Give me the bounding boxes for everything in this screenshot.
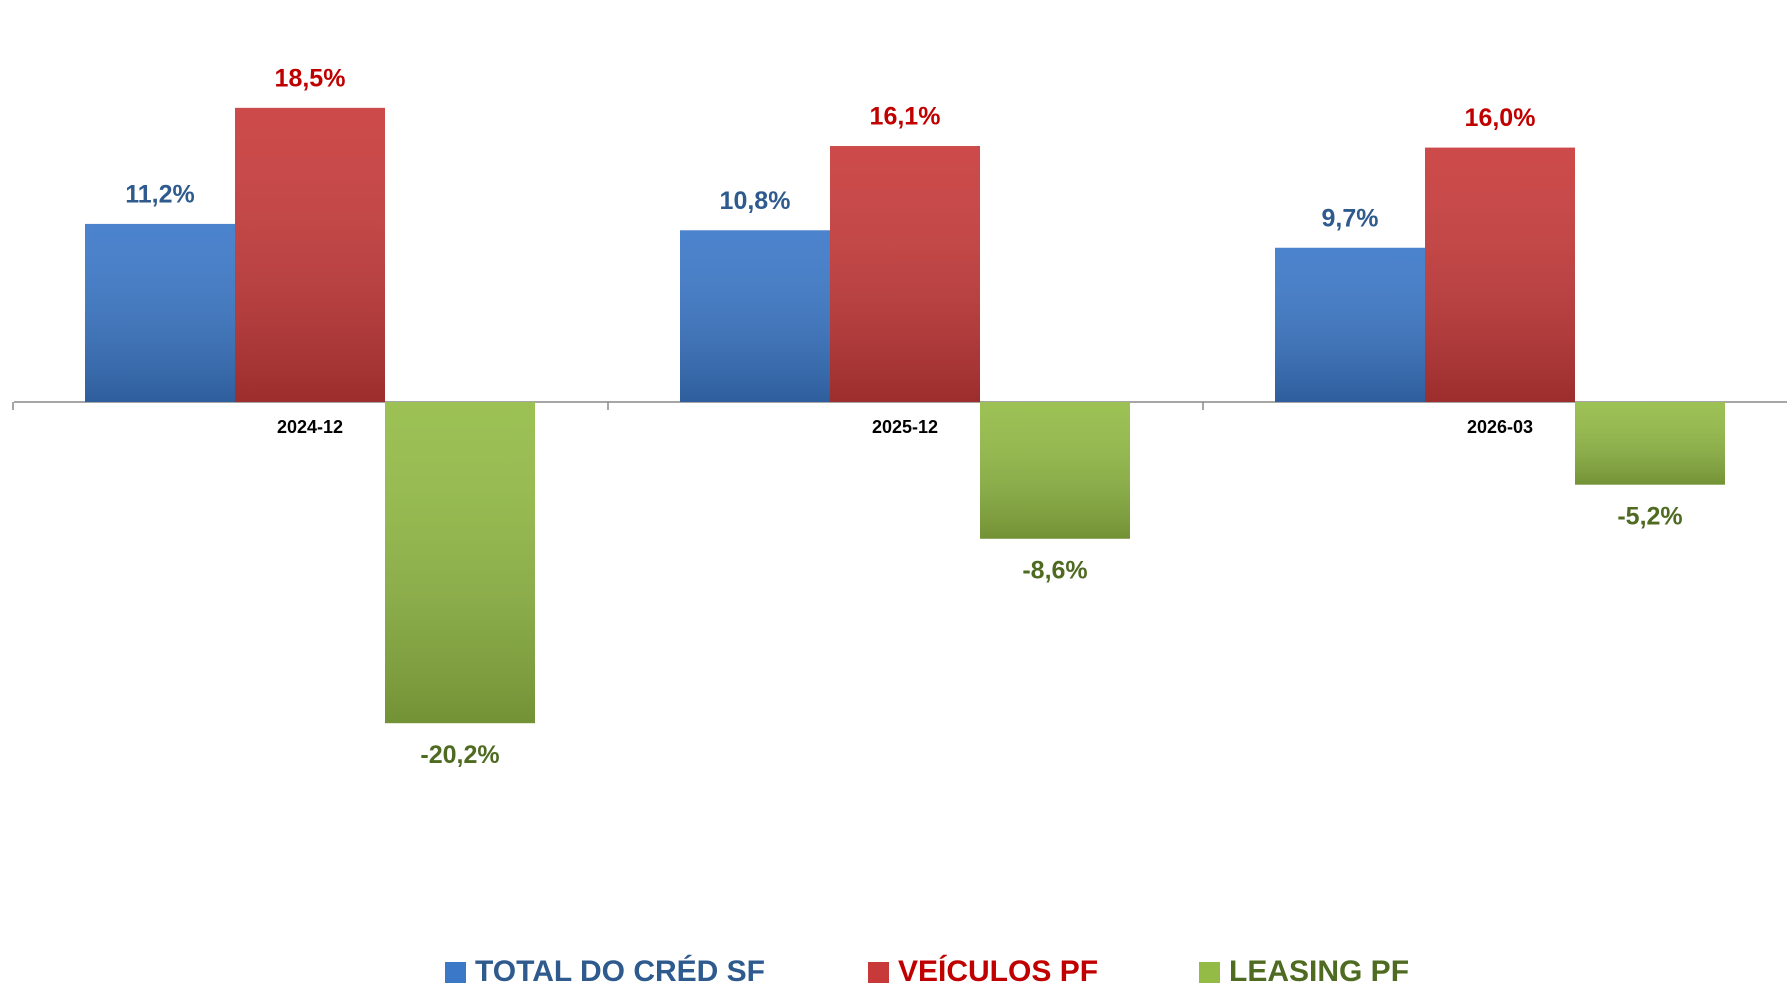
data-label: 10,8%	[720, 187, 791, 215]
data-label: -5,2%	[1617, 502, 1682, 530]
bar-shade	[385, 402, 535, 724]
data-label: 18,5%	[275, 64, 346, 92]
data-label: 16,1%	[870, 103, 941, 131]
bar-shade	[235, 107, 385, 402]
legend-swatch	[445, 962, 466, 983]
bar-shade	[1575, 402, 1725, 485]
bar-shade	[85, 223, 235, 402]
bar-shade	[680, 230, 830, 402]
legend-label: VEÍCULOS PF	[898, 954, 1098, 988]
data-label: -8,6%	[1022, 556, 1087, 584]
bar-shade	[980, 402, 1130, 539]
legend-label: LEASING PF	[1229, 955, 1409, 988]
data-label: 16,0%	[1465, 104, 1536, 132]
data-label: 9,7%	[1322, 204, 1379, 232]
x-tick-label: 2024-12	[277, 417, 343, 437]
legend-swatch	[868, 962, 889, 983]
x-tick-label: 2026-03	[1467, 417, 1533, 437]
legend-label: TOTAL DO CRÉD SF	[475, 954, 765, 988]
data-label: 11,2%	[125, 181, 195, 209]
bar-shade	[1425, 147, 1575, 402]
legend-swatch	[1199, 962, 1220, 983]
x-tick-label: 2025-12	[872, 417, 938, 437]
bar-shade	[830, 146, 980, 402]
data-label: -20,2%	[420, 741, 499, 769]
bar-shade	[1275, 247, 1425, 402]
